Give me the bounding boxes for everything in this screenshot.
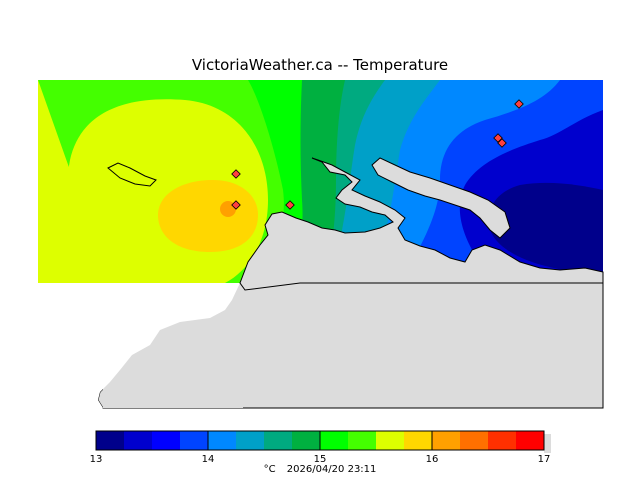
station-markers: [231, 99, 524, 210]
station-marker-1: [231, 169, 241, 179]
colorbar-swatch: [320, 431, 349, 450]
station-marker-3: [285, 200, 295, 210]
colorbar-shadow: [544, 434, 551, 453]
land-peninsula: [239, 157, 604, 291]
colorbar-swatch: [460, 431, 489, 450]
band-13-25: [488, 182, 603, 275]
colorbar-swatch: [376, 431, 405, 450]
station-marker-4: [514, 99, 524, 109]
colorbar-swatch: [516, 431, 545, 450]
colorbar-swatch: [180, 431, 209, 450]
island-small-left: [107, 162, 157, 187]
map-title: VictoriaWeather.ca -- Temperature: [191, 56, 449, 74]
colorbar-swatch: [124, 431, 153, 450]
band-15-75: [158, 180, 258, 252]
colorbar-swatch: [404, 431, 433, 450]
colorbar-swatch: [292, 431, 321, 450]
colorbar-swatch: [348, 431, 377, 450]
colorbar-swatch: [264, 431, 293, 450]
island-long: [371, 157, 511, 239]
unit-label: °C: [263, 464, 276, 475]
colorbar-tick-label: 16: [425, 454, 439, 465]
land-left-cut: [38, 283, 240, 408]
colorbar-tick-label: 13: [89, 454, 103, 465]
footer: °C 2026/04/20 23:11: [0, 464, 640, 475]
colorbar-swatch: [96, 431, 125, 450]
colorbar-tick-label: 17: [537, 454, 551, 465]
colorbar-swatch: [236, 431, 265, 450]
colorbar-swatch: [432, 431, 461, 450]
station-marker-6: [497, 138, 507, 148]
timestamp: 2026/04/20 23:11: [286, 464, 377, 475]
station-marker-2: [231, 200, 241, 210]
colorbar-swatch: [208, 431, 237, 450]
colorbar: [95, 430, 551, 453]
colorbar-tick-label: 15: [313, 454, 327, 465]
colorbar-swatch: [488, 431, 517, 450]
colorbar-tick-label: 14: [201, 454, 215, 465]
colorbar-swatch: [152, 431, 181, 450]
